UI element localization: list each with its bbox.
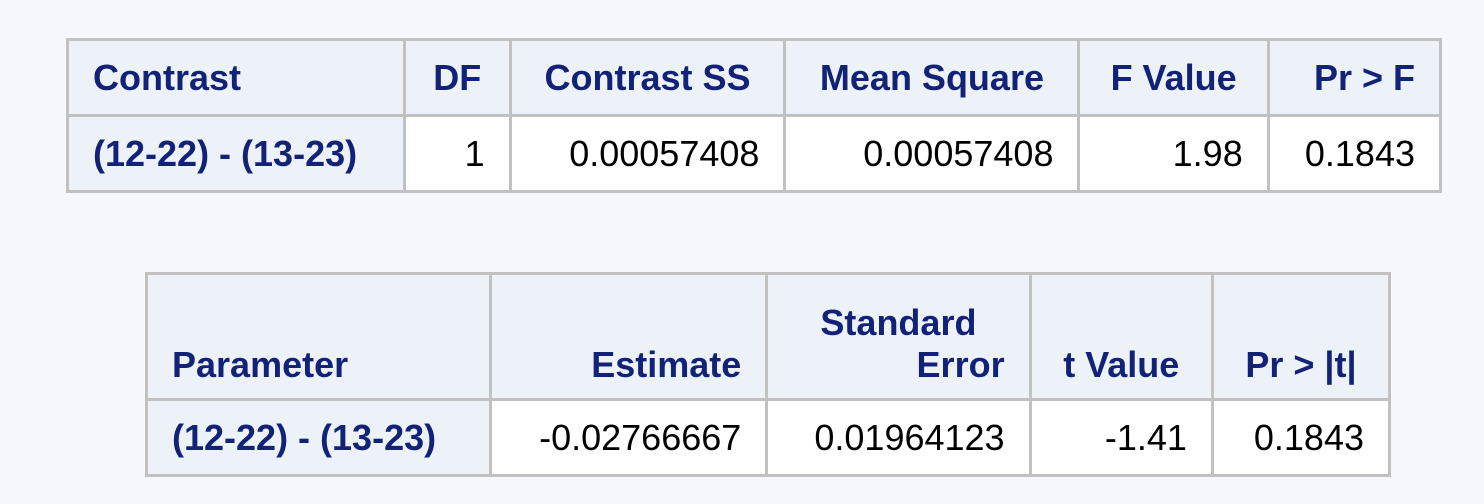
cell-mean-square: 0.00057408 [783,114,1081,193]
header-estimate: Estimate [488,272,769,401]
cell-parameter: (12-22) - (13-23) [145,398,492,477]
header-standard-error: Standard Error [765,272,1032,401]
cell-pr-f: 0.1843 [1266,114,1443,193]
header-parameter: Parameter [145,272,492,401]
header-pr-f: Pr > F [1266,38,1443,117]
contrast-table: Contrast DF Contrast SS Mean Square F Va… [66,38,1443,193]
table-header-row: Parameter Estimate Standard Error t Valu… [145,272,1392,401]
cell-f-value: 1.98 [1077,114,1270,193]
header-df: DF [402,38,512,117]
header-f-value: F Value [1077,38,1270,117]
header-contrast: Contrast [66,38,406,117]
table-row: (12-22) - (13-23) -0.02766667 0.01964123… [145,398,1392,477]
header-mean-square: Mean Square [783,38,1081,117]
header-standard-error-line2: Error [916,344,1005,385]
header-contrast-ss: Contrast SS [508,38,787,117]
cell-pr-t: 0.1843 [1210,398,1392,477]
cell-standard-error: 0.01964123 [765,398,1032,477]
cell-contrast: (12-22) - (13-23) [66,114,406,193]
header-pr-t: Pr > |t| [1210,272,1392,401]
cell-contrast-ss: 0.00057408 [508,114,787,193]
estimate-table: Parameter Estimate Standard Error t Valu… [145,272,1392,477]
table-header-row: Contrast DF Contrast SS Mean Square F Va… [66,38,1443,117]
cell-t-value: -1.41 [1028,398,1214,477]
table-row: (12-22) - (13-23) 1 0.00057408 0.0005740… [66,114,1443,193]
header-t-value: t Value [1028,272,1214,401]
cell-df: 1 [402,114,512,193]
header-standard-error-line1: Standard [820,302,977,343]
cell-estimate: -0.02766667 [488,398,769,477]
